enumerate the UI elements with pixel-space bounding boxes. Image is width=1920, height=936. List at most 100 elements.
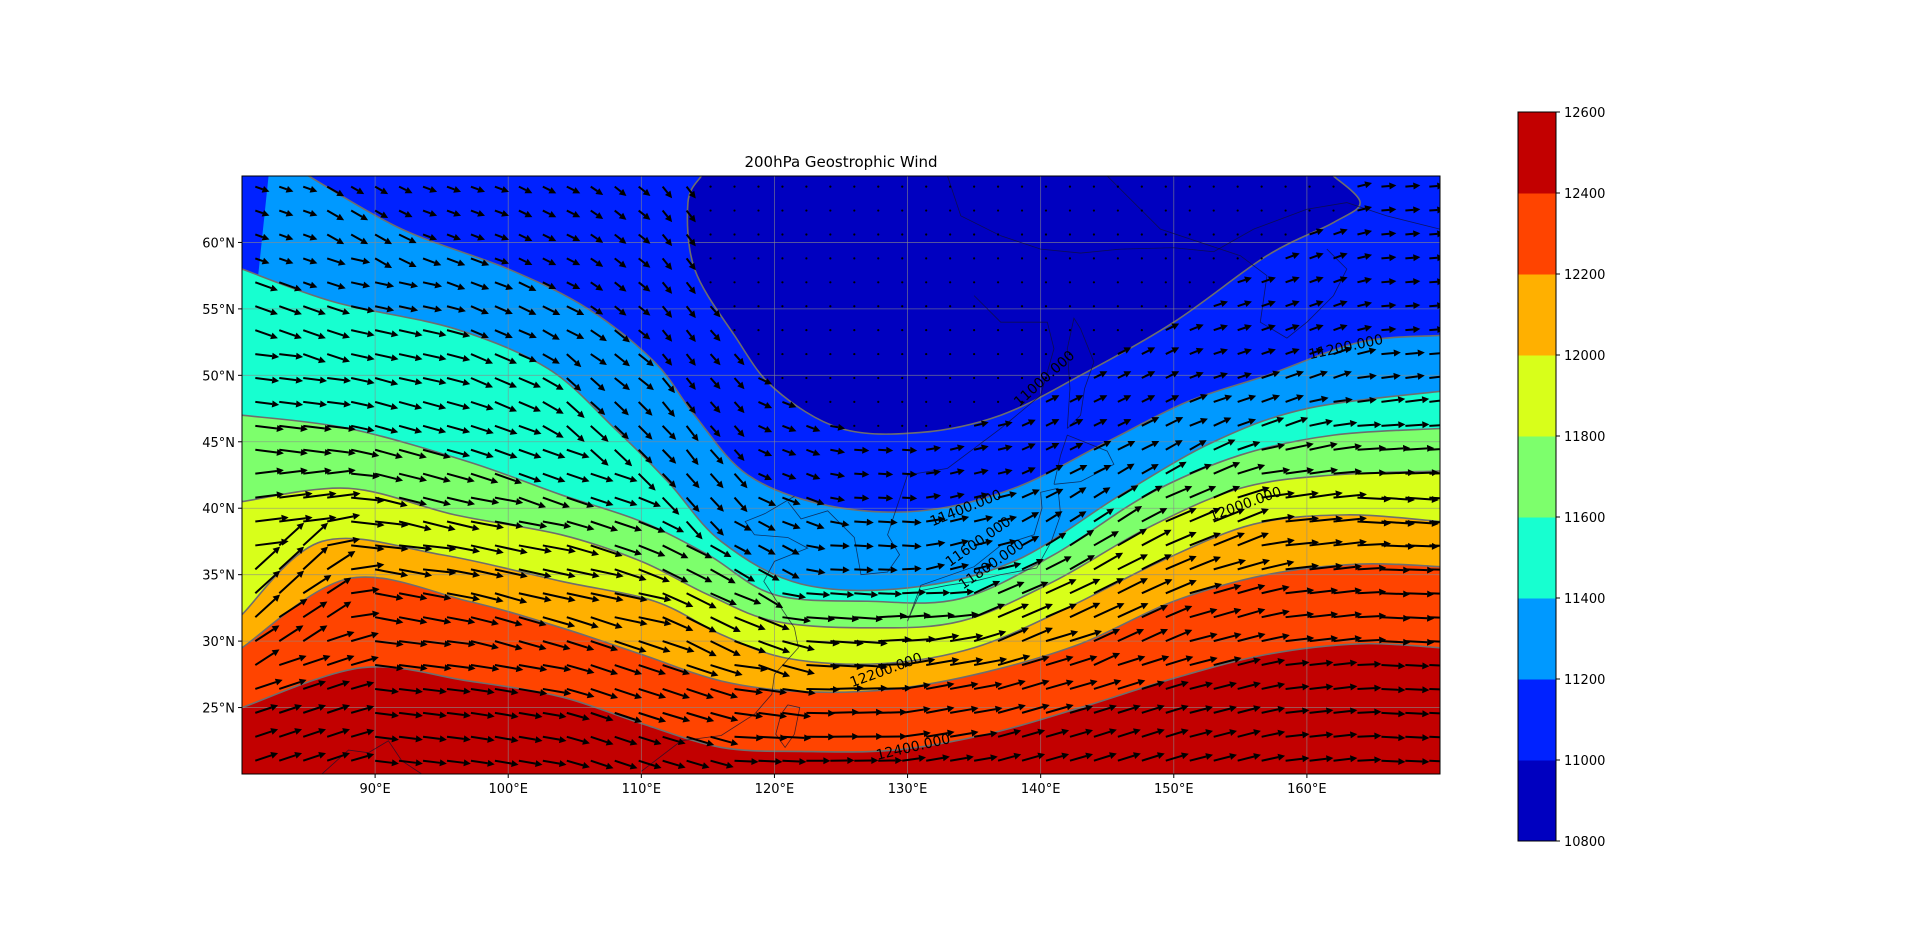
wind-vector	[446, 281, 466, 290]
wind-vector	[1188, 185, 1191, 188]
wind-vector-head	[1154, 485, 1163, 493]
wind-vector-shaft	[494, 448, 512, 457]
wind-vector-head	[1306, 441, 1314, 449]
wind-vector-head	[1123, 371, 1132, 378]
wind-vector-head	[1257, 583, 1266, 591]
wind-vector	[806, 757, 831, 765]
wind-vector-head	[298, 654, 307, 662]
wind-vector-shaft	[302, 628, 323, 642]
wind-vector-shaft	[758, 664, 784, 675]
wind-vector-shaft	[542, 185, 551, 192]
wind-vector-head	[509, 405, 517, 412]
wind-vector-shaft	[1381, 592, 1404, 595]
wind-vector	[1237, 583, 1266, 595]
wind-vector	[902, 518, 922, 526]
wind-vector-head	[1115, 552, 1124, 560]
wind-vector	[470, 257, 490, 267]
wind-vector-head	[823, 757, 831, 765]
wind-vector	[542, 377, 564, 390]
wind-vector-head	[318, 704, 327, 711]
wind-vector	[374, 592, 404, 601]
wind-vector-shaft	[326, 633, 349, 643]
wind-vector-shaft	[446, 209, 455, 215]
wind-vector	[1357, 205, 1373, 213]
wind-vector	[1117, 505, 1143, 523]
wind-vector	[830, 756, 855, 764]
wind-vector-head	[1287, 490, 1295, 498]
wind-vector-shaft	[973, 541, 987, 547]
wind-vector	[255, 400, 280, 408]
wind-vector-shaft	[1405, 398, 1423, 403]
wind-vector-shaft	[279, 376, 297, 382]
wind-vector-head	[1147, 395, 1156, 402]
colorbar-segment	[1518, 274, 1556, 356]
wind-vector-shaft	[542, 401, 559, 412]
wind-vector-head	[1151, 441, 1160, 448]
wind-vector	[1117, 463, 1135, 475]
wind-vector	[566, 568, 600, 579]
wind-vector	[542, 687, 572, 697]
wind-vector-shaft	[518, 687, 541, 694]
wind-vector-shaft	[782, 472, 791, 478]
wind-vector	[733, 329, 736, 332]
wind-vector	[1405, 325, 1421, 333]
wind-vector	[1093, 602, 1125, 619]
wind-vector	[901, 209, 904, 212]
wind-vector-shaft	[614, 544, 636, 554]
wind-vector-head	[827, 615, 836, 623]
wind-vector-head	[270, 704, 279, 711]
wind-vector-head	[576, 308, 585, 315]
wind-vector-head	[1054, 511, 1063, 518]
wind-vector	[1068, 281, 1072, 284]
wind-vector	[709, 329, 721, 342]
wind-vector-head	[1437, 302, 1440, 310]
wind-vector-head	[1339, 300, 1348, 307]
wind-vector-shaft	[1357, 520, 1385, 524]
wind-vector-head	[318, 728, 327, 735]
wind-vector-shaft	[997, 755, 1015, 762]
wind-vector-head	[1379, 444, 1387, 452]
wind-vector	[1285, 416, 1309, 427]
wind-vector-shaft	[830, 664, 857, 668]
wind-vector	[782, 664, 815, 676]
wind-vector-head	[486, 403, 494, 411]
wind-vector-head	[1233, 656, 1242, 664]
wind-vector-head	[667, 385, 675, 394]
wind-vector	[1165, 395, 1180, 403]
wind-vector-head	[343, 577, 352, 585]
wind-vector	[279, 448, 308, 456]
wind-vector-head	[1031, 536, 1040, 543]
wind-vector	[1068, 209, 1072, 212]
wind-vector	[901, 352, 904, 356]
wind-vector-shaft	[1429, 759, 1440, 763]
wind-vector-head	[1287, 537, 1295, 545]
wind-vector-head	[599, 358, 607, 366]
wind-vector-head	[658, 692, 667, 699]
wind-vector-head	[1330, 441, 1338, 449]
wind-vector-head	[318, 308, 326, 316]
wind-vector	[1261, 442, 1286, 451]
wind-vector-head	[942, 754, 950, 762]
wind-vector	[326, 512, 361, 523]
wind-vector-head	[595, 236, 604, 243]
wind-vector-head	[505, 283, 514, 290]
wind-vector-head	[1188, 507, 1197, 515]
wind-vector	[878, 470, 894, 478]
wind-vector-shaft	[1381, 304, 1390, 308]
wind-vector-head	[629, 499, 638, 507]
wind-vector	[1333, 611, 1363, 619]
wind-vector-shaft	[518, 400, 535, 410]
contour-line	[242, 562, 1440, 694]
wind-vector	[1212, 257, 1215, 260]
wind-vector-shaft	[542, 616, 569, 626]
wind-vector-shaft	[494, 568, 522, 577]
wind-vector	[398, 281, 419, 289]
wind-vector-head	[1426, 614, 1435, 622]
wind-vector-head	[713, 333, 721, 342]
wind-vector-head	[866, 566, 874, 574]
wind-vector-head	[1253, 681, 1261, 689]
wind-vector	[326, 233, 345, 245]
wind-vector-shaft	[566, 759, 584, 767]
wind-vector	[1164, 281, 1167, 284]
wind-vector-head	[1364, 205, 1373, 213]
